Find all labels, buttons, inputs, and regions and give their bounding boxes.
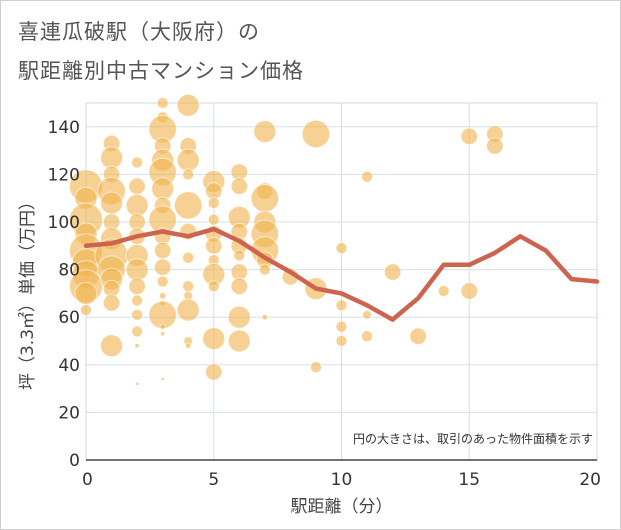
y-tick-label: 80 (58, 261, 80, 281)
data-bubble (184, 342, 192, 350)
data-bubble (125, 258, 149, 282)
bubble-series (69, 93, 504, 386)
data-bubble (437, 285, 450, 298)
data-bubble (134, 381, 140, 386)
data-bubble (335, 242, 348, 255)
axes: 0 20 40 60 80 100 120 140 0 5 10 15 20 (48, 118, 601, 490)
data-bubble (176, 93, 200, 117)
data-bubble (361, 330, 374, 343)
data-bubble (202, 327, 226, 351)
data-bubble (100, 191, 124, 215)
average-price-line (83, 226, 600, 322)
data-bubble (131, 325, 144, 338)
data-bubble (335, 299, 348, 312)
y-tick-label: 20 (58, 403, 80, 423)
data-bubble (156, 275, 169, 288)
data-bubble (335, 335, 348, 347)
data-bubble (131, 156, 144, 169)
data-bubble (205, 237, 223, 255)
data-bubble (182, 251, 195, 264)
data-bubble (460, 127, 478, 146)
y-tick-label: 0 (69, 451, 80, 471)
data-bubble (301, 119, 331, 149)
chart-title-line1: 喜連瓜破駅（大阪府）の (18, 20, 260, 44)
data-bubble (383, 263, 402, 281)
x-tick-label: 0 (82, 470, 93, 490)
y-axis-title: 坪（3.3㎡）単価（万円） (18, 193, 38, 390)
y-tick-label: 60 (58, 308, 80, 328)
data-bubble (102, 294, 121, 312)
data-bubble (131, 294, 144, 307)
y-tick-label: 140 (48, 118, 80, 138)
data-bubble (128, 177, 146, 196)
data-bubble (156, 97, 169, 109)
y-tick-label: 120 (48, 165, 80, 185)
data-bubble (159, 323, 166, 330)
data-bubble (153, 258, 172, 276)
data-bubble (207, 280, 220, 293)
data-bubble (409, 327, 427, 345)
data-bubble (335, 320, 348, 333)
data-bubble (159, 331, 166, 337)
data-bubble (207, 213, 220, 226)
data-bubble (80, 304, 92, 317)
y-tick-label: 100 (48, 213, 80, 233)
data-bubble (153, 241, 172, 260)
grid-lines (85, 102, 598, 461)
data-bubble (227, 329, 251, 353)
x-tick-label: 15 (458, 470, 480, 490)
average-price-polyline (83, 226, 600, 322)
data-bubble (258, 263, 271, 276)
y-tick-label: 40 (58, 356, 80, 376)
data-bubble (230, 177, 249, 196)
bubble-size-note: 円の大きさは、取引のあった物件面積を示す (353, 431, 593, 446)
data-bubble (182, 168, 195, 181)
data-bubble (207, 196, 220, 209)
data-bubble (362, 309, 372, 320)
data-bubble (125, 193, 149, 217)
data-bubble (230, 277, 249, 296)
data-bubble (205, 363, 223, 381)
data-bubble (205, 182, 223, 200)
data-bubble (100, 146, 124, 170)
data-bubble (261, 313, 269, 321)
data-bubble (486, 137, 504, 155)
data-bubble (253, 120, 277, 144)
data-bubble (227, 305, 251, 329)
chart-title-line2: 駅距離別中古マンション価格 (18, 59, 304, 83)
data-bubble (250, 183, 280, 213)
data-bubble (160, 376, 165, 382)
x-tick-label: 5 (208, 470, 219, 490)
data-bubble (173, 191, 203, 220)
data-bubble (182, 280, 195, 293)
x-tick-label: 10 (331, 470, 353, 490)
data-bubble (74, 281, 98, 305)
x-tick-label: 20 (579, 470, 601, 490)
data-bubble (128, 277, 146, 296)
data-bubble (134, 343, 140, 349)
x-axis-title: 駅距離（分） (291, 497, 393, 517)
data-bubble (176, 298, 200, 322)
data-bubble (100, 334, 124, 358)
data-bubble (151, 177, 175, 201)
data-bubble (460, 282, 478, 300)
data-bubble (131, 308, 144, 321)
data-bubble (233, 249, 246, 262)
data-bubble (158, 291, 167, 300)
data-bubble (361, 170, 374, 183)
data-bubble (309, 361, 322, 374)
data-bubble (176, 148, 200, 172)
